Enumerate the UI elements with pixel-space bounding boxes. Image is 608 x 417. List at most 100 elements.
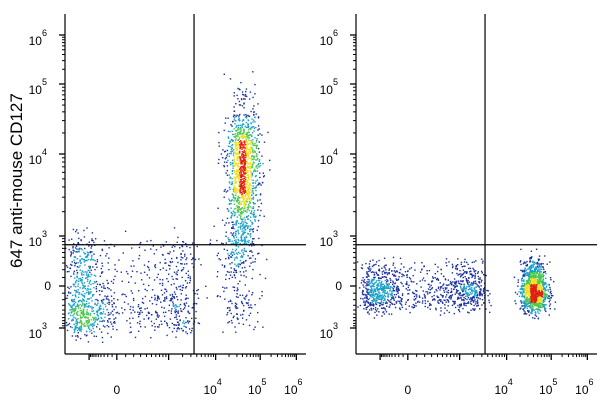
event-dot: [413, 304, 416, 307]
event-dot: [243, 102, 245, 104]
event-dot: [171, 293, 174, 296]
event-dot: [234, 277, 237, 279]
event-dot: [531, 295, 533, 298]
event-dot: [526, 263, 529, 266]
event-dot: [377, 288, 379, 290]
event-dot: [539, 299, 541, 301]
event-dot: [533, 272, 535, 275]
event-dot: [541, 301, 543, 303]
event-dot: [129, 322, 131, 324]
event-dot: [240, 165, 242, 168]
event-dot: [248, 299, 250, 301]
event-dot: [539, 302, 541, 304]
event-dot: [72, 228, 75, 231]
event-dot: [380, 301, 383, 303]
event-dot: [241, 143, 243, 145]
event-dot: [387, 293, 389, 296]
event-dot: [167, 280, 169, 283]
event-dot: [242, 147, 244, 149]
event-dot: [222, 286, 224, 288]
event-dot: [247, 215, 250, 217]
event-dot: [81, 277, 84, 279]
event-dot: [399, 272, 401, 274]
event-dot: [389, 277, 391, 280]
event-dot: [536, 279, 539, 281]
event-dot: [231, 221, 233, 223]
event-dot: [522, 263, 525, 265]
event-dot: [235, 153, 237, 156]
event-dot: [82, 290, 84, 293]
event-dot: [454, 302, 456, 305]
event-dot: [79, 259, 82, 261]
event-dot: [553, 280, 555, 283]
event-dot: [249, 236, 252, 238]
event-dot: [237, 251, 240, 253]
event-dot: [250, 126, 252, 129]
event-dot: [378, 302, 381, 304]
event-dot: [375, 280, 378, 282]
event-dot: [465, 292, 467, 294]
event-dot: [365, 285, 367, 287]
event-dot: [246, 211, 248, 213]
event-dot: [122, 252, 124, 254]
event-dot: [253, 155, 255, 158]
event-dot: [233, 128, 235, 130]
event-dot: [538, 309, 541, 311]
event-dot: [475, 291, 477, 293]
event-dot: [87, 287, 89, 290]
event-dot: [538, 255, 541, 257]
event-dot: [523, 313, 525, 315]
event-dot: [235, 331, 237, 333]
event-dot: [426, 293, 429, 295]
event-dot: [476, 293, 479, 295]
event-dot: [72, 310, 74, 312]
event-dot: [457, 274, 459, 276]
event-dot: [533, 301, 536, 303]
event-dot: [262, 172, 264, 174]
event-dot: [422, 290, 424, 292]
event-dot: [367, 283, 369, 285]
event-dot: [239, 147, 242, 150]
event-dot: [258, 141, 260, 143]
event-dot: [231, 243, 233, 245]
event-dot: [534, 311, 537, 313]
event-dot: [80, 293, 83, 295]
event-dot: [242, 200, 244, 202]
event-dot: [549, 292, 551, 294]
event-dot: [83, 313, 85, 315]
event-dot: [463, 304, 465, 306]
event-dot: [239, 152, 241, 154]
event-dot: [542, 281, 544, 283]
event-dot: [92, 324, 94, 326]
event-dot: [73, 272, 75, 274]
event-dot: [131, 270, 134, 272]
event-dot: [400, 303, 402, 305]
event-dot: [244, 238, 246, 240]
event-dot: [436, 290, 438, 292]
event-dot: [520, 286, 523, 288]
event-dot: [240, 167, 242, 169]
event-dot: [81, 280, 83, 282]
event-dot: [236, 253, 239, 255]
event-dot: [537, 280, 539, 282]
event-dot: [233, 223, 236, 226]
event-dot: [238, 116, 240, 118]
event-dot: [474, 308, 476, 310]
event-dot: [372, 259, 374, 261]
event-dot: [413, 306, 416, 308]
event-dot: [357, 306, 359, 308]
event-dot: [525, 264, 527, 267]
event-dot: [245, 276, 247, 278]
event-dot: [70, 306, 72, 308]
event-dot: [233, 315, 235, 317]
event-dot: [252, 182, 254, 184]
event-dot: [249, 162, 251, 164]
event-dot: [97, 300, 99, 302]
event-dot: [380, 299, 383, 301]
event-dot: [245, 152, 247, 154]
event-dot: [85, 320, 87, 322]
event-dot: [88, 306, 90, 308]
event-dot: [531, 312, 533, 315]
event-dot: [385, 311, 388, 313]
event-dot: [529, 307, 531, 309]
